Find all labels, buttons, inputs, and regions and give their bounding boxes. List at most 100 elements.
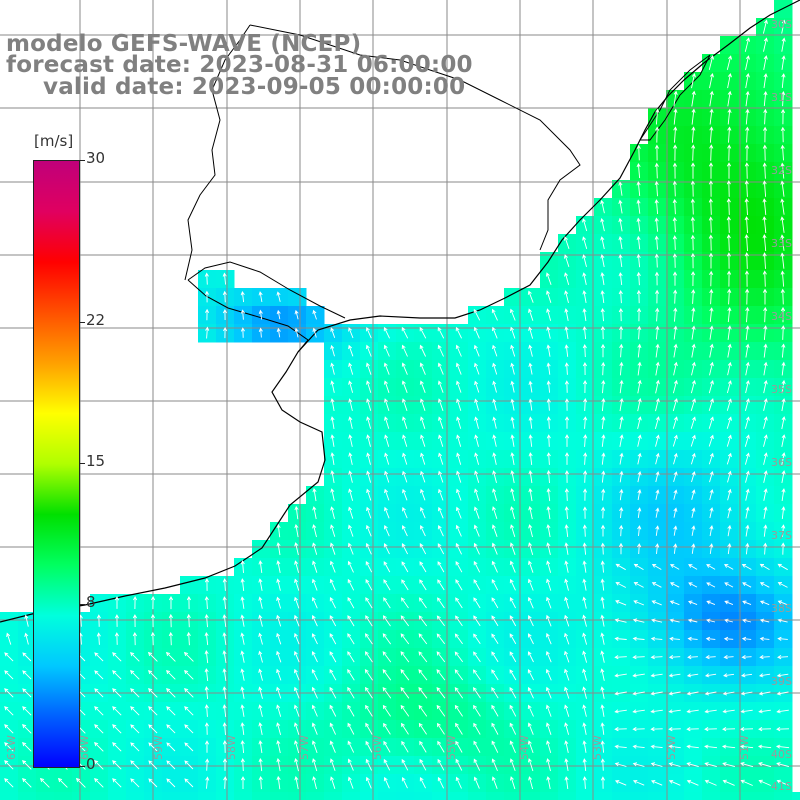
wind-arrow (637, 397, 642, 412)
wind-arrow (492, 434, 497, 447)
wind-arrow (347, 776, 354, 789)
wind-arrow (691, 126, 696, 143)
wind-arrow (329, 560, 336, 573)
wind-arrow (727, 90, 732, 107)
wind-arrow (366, 380, 372, 393)
wind-arrow (240, 704, 245, 717)
wind-arrow (704, 779, 717, 786)
wind-arrow (148, 706, 158, 716)
wind-arrow (329, 758, 336, 771)
wind-arrow (184, 760, 194, 770)
wind-arrow (691, 108, 696, 125)
wind-arrow (166, 688, 176, 698)
wind-arrow (148, 778, 158, 788)
wind-arrow (618, 289, 623, 304)
wind-arrow (473, 506, 480, 519)
wind-arrow (582, 218, 588, 232)
wind-arrow (619, 452, 624, 465)
wind-arrow (564, 668, 570, 681)
wind-arrow (455, 579, 463, 591)
wind-arrow (491, 651, 499, 663)
wind-arrow (222, 596, 227, 609)
wind-arrow (240, 327, 245, 338)
wind-arrow (509, 776, 516, 790)
wind-arrow (739, 744, 754, 749)
wind-arrow (418, 597, 427, 609)
wind-arrow (114, 614, 119, 627)
wind-arrow (527, 633, 534, 645)
wind-arrow (294, 523, 299, 538)
wind-arrow (688, 582, 698, 588)
wind-arrow (492, 470, 497, 484)
wind-arrow (745, 288, 750, 305)
wind-arrow (348, 327, 354, 339)
wind-arrow (582, 542, 587, 555)
wind-arrow (745, 506, 750, 519)
wind-arrow (491, 615, 499, 627)
wind-arrow (330, 488, 335, 501)
wind-arrow (418, 704, 428, 717)
wind-arrow (780, 126, 785, 143)
wind-arrow (583, 416, 588, 429)
wind-speed-cell (486, 792, 505, 800)
wind-arrow (112, 670, 122, 680)
wind-arrow (204, 596, 209, 610)
wind-arrow (491, 740, 499, 753)
wind-arrow (276, 327, 281, 338)
wind-arrow (726, 380, 732, 394)
wind-arrow (651, 618, 663, 623)
wind-arrow (418, 615, 428, 627)
wind-arrow (183, 651, 194, 662)
wind-arrow (600, 686, 605, 699)
wind-arrow (437, 579, 445, 591)
wind-arrow (781, 37, 786, 52)
wind-arrow (184, 688, 194, 698)
wind-arrow (600, 668, 605, 681)
wind-arrow (759, 655, 770, 660)
wind-arrow (528, 452, 533, 465)
wind-arrow (437, 362, 444, 375)
wind-arrow (473, 758, 481, 771)
wind-arrow (474, 416, 479, 429)
wind-arrow (94, 778, 104, 788)
wind-arrow (564, 344, 569, 357)
wind-arrow (673, 343, 678, 358)
wind-arrow (600, 325, 605, 340)
wind-arrow (150, 613, 155, 628)
wind-arrow (582, 506, 587, 519)
wind-arrow (600, 614, 605, 627)
wind-arrow (655, 307, 660, 322)
wind-arrow (546, 416, 551, 429)
wind-arrow (637, 452, 642, 465)
wind-arrow (474, 488, 480, 501)
wind-arrow (347, 560, 354, 573)
wind-arrow (636, 289, 641, 304)
wind-arrow (492, 416, 497, 429)
wind-arrow (690, 198, 695, 215)
wind-arrow (654, 217, 659, 232)
wind-arrow (401, 776, 408, 789)
wind-arrow (347, 722, 355, 735)
wind-arrow (455, 542, 463, 555)
wind-arrow (615, 600, 627, 606)
wind-arrow (311, 578, 318, 591)
wind-arrow (418, 722, 427, 735)
wind-arrow (148, 670, 158, 680)
colorbar-unit: [m/s] (34, 132, 74, 150)
wind-arrow (510, 398, 515, 411)
wind-arrow (240, 290, 245, 303)
wind-arrow (619, 325, 624, 340)
colorbar-tick-mark (79, 463, 85, 464)
wind-arrow (148, 724, 158, 734)
wind-arrow (366, 398, 372, 411)
wind-arrow (168, 595, 174, 610)
wind-arrow (650, 744, 663, 749)
colorbar-tick-mark (79, 321, 85, 323)
wind-arrow (365, 704, 373, 717)
wind-arrow (564, 596, 570, 609)
wind-arrow (564, 560, 569, 573)
wind-arrow (546, 578, 552, 591)
wind-arrow (419, 525, 426, 537)
wind-arrow (546, 758, 551, 772)
wind-arrow (330, 434, 335, 447)
